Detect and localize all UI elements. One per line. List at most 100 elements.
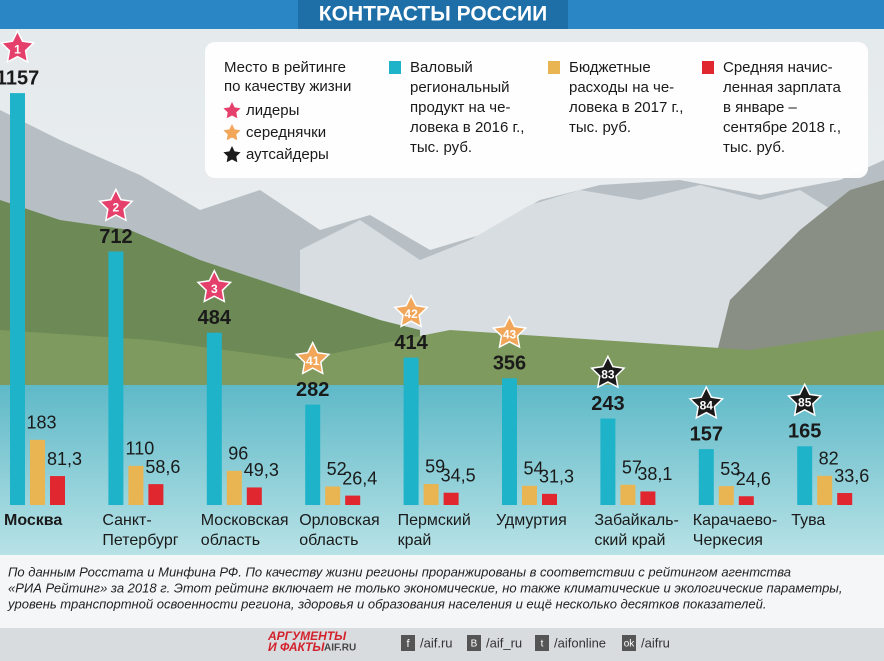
logo: И ФАКТЫ — [268, 640, 325, 654]
svg-text:f: f — [406, 638, 410, 650]
value-label: 96 — [228, 444, 248, 464]
value-label: 53 — [720, 459, 740, 479]
bar — [403, 357, 419, 505]
bar — [30, 439, 45, 505]
bar — [50, 476, 65, 505]
legend-label: ловека в 2016 г., — [410, 119, 524, 136]
legend-label: середнячки — [246, 124, 326, 141]
value-label: 54 — [523, 459, 543, 479]
legend-label: сентябре 2018 г., — [723, 119, 841, 136]
svg-text:ok: ok — [624, 639, 636, 650]
bar — [443, 492, 459, 505]
rank-label: 83 — [601, 368, 615, 382]
rank-label: 43 — [503, 327, 517, 341]
legend-label: продукт на че- — [410, 99, 510, 116]
bar — [128, 465, 144, 505]
value-label: 57 — [622, 457, 642, 477]
rank-star — [294, 340, 331, 375]
legend-label: тыс. руб. — [410, 139, 472, 156]
bar — [423, 483, 439, 505]
rank-label: 2 — [113, 201, 120, 215]
legend-title: по качеству жизни — [224, 78, 351, 95]
value-label: 414 — [394, 332, 428, 354]
bar — [620, 484, 636, 505]
rank-label: 84 — [700, 398, 714, 412]
rank-label: 41 — [306, 354, 320, 368]
bar — [542, 493, 557, 505]
footer-icons: f В t ok — [401, 635, 636, 651]
value-label: 165 — [788, 421, 821, 443]
x-tick-label: область — [299, 532, 358, 549]
chart-title: КОНТРАСТЫ РОССИИ — [319, 3, 547, 26]
bar — [305, 404, 321, 505]
rank-label: 3 — [211, 282, 218, 296]
x-tick-label: область — [201, 532, 260, 549]
legend-label: в январе – — [723, 99, 798, 116]
value-label: 26,4 — [342, 468, 377, 488]
value-label: 712 — [99, 226, 132, 248]
header: КОНТРАСТЫ РОССИИ — [0, 0, 884, 29]
social-link: /aifonline — [554, 635, 606, 650]
svg-text:В: В — [471, 639, 478, 650]
bar — [600, 418, 616, 505]
value-label: 81,3 — [47, 449, 82, 469]
bar — [698, 449, 714, 505]
legend-star — [223, 146, 241, 163]
rank-star — [688, 385, 725, 420]
rank-star — [98, 187, 134, 222]
bar — [148, 484, 164, 505]
legend-label: Средняя начис- — [723, 59, 833, 76]
value-label: 31,3 — [539, 467, 574, 487]
source-note: По данным Росстата и Минфина РФ. По каче… — [8, 564, 791, 579]
rank-star — [786, 382, 823, 417]
value-label: 243 — [591, 393, 624, 415]
legend-label: тыс. руб. — [723, 139, 785, 156]
x-tick-label: Пермский — [398, 512, 471, 529]
legend-swatch — [548, 61, 560, 74]
legend-label: тыс. руб. — [569, 119, 631, 136]
legend-label: региональный — [410, 79, 510, 96]
bar — [817, 475, 833, 505]
bar — [325, 486, 341, 505]
value-label: 49,3 — [244, 460, 279, 480]
bar — [206, 332, 222, 505]
bar — [10, 93, 25, 505]
social-link: /aifru — [641, 635, 670, 650]
x-tick-label: край — [398, 532, 432, 549]
value-label: 59 — [425, 457, 445, 477]
legend-label: ловека в 2017 г., — [569, 99, 683, 116]
bar — [226, 470, 242, 505]
bar — [797, 446, 813, 505]
x-tick-label: Карачаево- — [693, 512, 777, 529]
rank-star — [590, 354, 626, 389]
value-label: 1157 — [0, 67, 39, 89]
legend-label: лидеры — [246, 102, 299, 119]
value-label: 38,1 — [637, 464, 672, 484]
x-tick-label: Москва — [4, 512, 62, 529]
legend-star — [223, 124, 241, 141]
value-label: 58,6 — [145, 457, 180, 477]
rank-star — [0, 29, 36, 64]
logo-site: AIF.RU — [324, 643, 356, 654]
bar — [522, 485, 537, 505]
value-label: 52 — [327, 459, 347, 479]
x-tick-label: Удмуртия — [496, 512, 567, 529]
rank-label: 1 — [14, 42, 21, 56]
social-link: /aif_ru — [486, 635, 522, 650]
value-label: 183 — [26, 413, 56, 433]
source-note: уровень транспортной освоенности региона… — [7, 596, 766, 611]
logo: АРГУМЕНТЫ — [267, 629, 347, 643]
legend-title: Место в рейтинге — [224, 59, 346, 76]
value-label: 157 — [690, 423, 723, 445]
legend-star — [223, 102, 241, 119]
bar — [502, 378, 517, 505]
x-tick-label: Петербург — [102, 532, 178, 549]
x-tick-label: Черкесия — [693, 532, 763, 549]
legend-label: Бюджетные — [569, 59, 651, 76]
bar — [246, 487, 262, 505]
legend-swatch — [702, 61, 714, 74]
bar — [345, 495, 361, 505]
bar — [640, 491, 656, 505]
bar — [108, 251, 124, 505]
